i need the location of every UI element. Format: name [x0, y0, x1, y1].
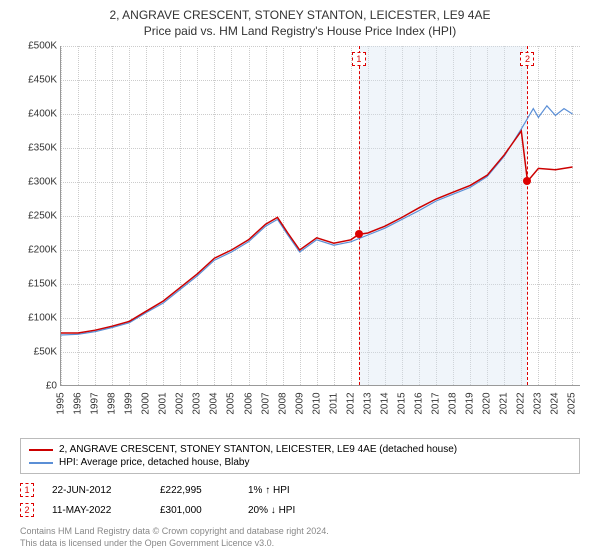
- x-tick-label: 2010: [311, 392, 322, 414]
- sales-marker-2: 2: [20, 503, 34, 517]
- x-tick-label: 2023: [533, 392, 544, 414]
- y-tick-label: £300K: [21, 177, 57, 188]
- marker-box-2: 2: [520, 52, 534, 66]
- y-tick-label: £450K: [21, 75, 57, 86]
- sales-delta-2: 20% ↓ HPI: [248, 505, 295, 516]
- x-tick-label: 2013: [362, 392, 373, 414]
- x-tick-label: 2006: [243, 392, 254, 414]
- x-tick-label: 2011: [328, 393, 339, 415]
- legend-item-hpi: HPI: Average price, detached house, Blab…: [29, 456, 571, 469]
- marker-dot-1: [355, 230, 363, 238]
- y-tick-label: £350K: [21, 143, 57, 154]
- legend-swatch-hpi: [29, 462, 53, 464]
- x-tick-label: 2002: [175, 392, 186, 414]
- y-tick-label: £500K: [21, 41, 57, 52]
- x-tick-label: 2021: [499, 392, 510, 414]
- legend-box: 2, ANGRAVE CRESCENT, STONEY STANTON, LEI…: [20, 438, 580, 474]
- series-line-hpi_blaby: [61, 106, 573, 335]
- footnote: Contains HM Land Registry data © Crown c…: [20, 526, 580, 549]
- chart-subtitle: Price paid vs. HM Land Registry's House …: [10, 24, 590, 38]
- x-tick-label: 2007: [260, 392, 271, 414]
- x-tick-label: 1997: [90, 392, 101, 414]
- x-tick-label: 1996: [73, 392, 84, 414]
- y-tick-label: £100K: [21, 313, 57, 324]
- x-tick-label: 2008: [277, 392, 288, 414]
- x-tick-label: 2018: [448, 392, 459, 414]
- marker-box-1: 1: [352, 52, 366, 66]
- legend-swatch-property: [29, 449, 53, 451]
- x-tick-label: 2020: [482, 392, 493, 414]
- y-tick-label: £150K: [21, 279, 57, 290]
- series-svg: [61, 46, 580, 385]
- plot-region: £0£50K£100K£150K£200K£250K£300K£350K£400…: [60, 46, 580, 386]
- y-tick-label: £200K: [21, 245, 57, 256]
- sales-delta-1: 1% ↑ HPI: [248, 485, 290, 496]
- x-tick-label: 2005: [226, 392, 237, 414]
- footnote-line-2: This data is licensed under the Open Gov…: [20, 538, 580, 550]
- sales-date-1: 22-JUN-2012: [52, 485, 142, 496]
- series-line-property_price: [61, 131, 573, 333]
- x-tick-label: 2019: [465, 392, 476, 414]
- sales-price-2: £301,000: [160, 505, 230, 516]
- sales-row-2: 2 11-MAY-2022 £301,000 20% ↓ HPI: [20, 500, 580, 520]
- sales-price-1: £222,995: [160, 485, 230, 496]
- y-tick-label: £50K: [21, 347, 57, 358]
- x-tick-label: 2003: [192, 392, 203, 414]
- y-tick-label: £250K: [21, 211, 57, 222]
- chart-area: £0 £50K £100K £150K £200K £250K £300K £350K £400…: [20, 46, 580, 406]
- x-tick-label: 2016: [414, 392, 425, 414]
- y-tick-label: £0: [21, 381, 57, 392]
- x-tick-label: 2024: [550, 392, 561, 414]
- y-tick-label: £400K: [21, 109, 57, 120]
- footnote-line-1: Contains HM Land Registry data © Crown c…: [20, 526, 580, 538]
- x-tick-label: 2015: [396, 392, 407, 414]
- x-tick-label: 2014: [379, 392, 390, 414]
- legend-label-property: 2, ANGRAVE CRESCENT, STONEY STANTON, LEI…: [59, 444, 457, 455]
- sales-table: 1 22-JUN-2012 £222,995 1% ↑ HPI 2 11-MAY…: [20, 480, 580, 520]
- sales-date-2: 11-MAY-2022: [52, 505, 142, 516]
- chart-container: 2, ANGRAVE CRESCENT, STONEY STANTON, LEI…: [0, 0, 600, 560]
- x-tick-label: 2001: [158, 392, 169, 414]
- x-tick-label: 2000: [141, 392, 152, 414]
- chart-title: 2, ANGRAVE CRESCENT, STONEY STANTON, LEI…: [10, 8, 590, 22]
- x-tick-label: 2009: [294, 392, 305, 414]
- x-tick-label: 2022: [516, 392, 527, 414]
- legend-label-hpi: HPI: Average price, detached house, Blab…: [59, 457, 250, 468]
- marker-dot-2: [523, 177, 531, 185]
- x-tick-label: 1995: [56, 392, 67, 414]
- x-tick-label: 2017: [431, 392, 442, 414]
- sales-marker-1: 1: [20, 483, 34, 497]
- x-tick-label: 2025: [567, 392, 578, 414]
- x-tick-label: 1999: [124, 392, 135, 414]
- x-tick-label: 2012: [345, 392, 356, 414]
- x-tick-label: 2004: [209, 392, 220, 414]
- sales-row-1: 1 22-JUN-2012 £222,995 1% ↑ HPI: [20, 480, 580, 500]
- x-tick-label: 1998: [107, 392, 118, 414]
- legend-item-property: 2, ANGRAVE CRESCENT, STONEY STANTON, LEI…: [29, 443, 571, 456]
